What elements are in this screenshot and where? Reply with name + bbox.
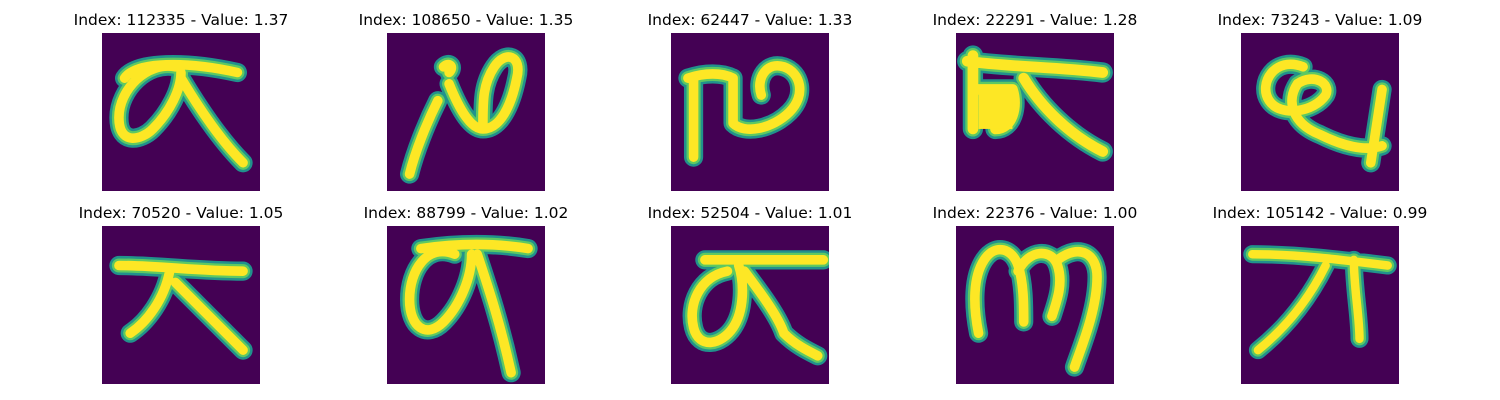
panel-title: Index: 112335 - Value: 1.37 (41, 10, 321, 30)
image-panel-10: Index: 105142 - Value: 0.99 (1230, 203, 1410, 393)
image-panel-5: Index: 73243 - Value: 1.09 (1230, 10, 1410, 200)
panel-title: Index: 88799 - Value: 1.02 (326, 203, 606, 223)
glyph-image (1241, 226, 1399, 384)
glyph-image (671, 226, 829, 384)
glyph-image (102, 226, 260, 384)
panel-title: Index: 105142 - Value: 0.99 (1180, 203, 1460, 223)
image-panel-4: Index: 22291 - Value: 1.28 (945, 10, 1125, 200)
image-panel-9: Index: 22376 - Value: 1.00 (945, 203, 1125, 393)
image-panel-2: Index: 108650 - Value: 1.35 (376, 10, 556, 200)
image-panel-8: Index: 52504 - Value: 1.01 (660, 203, 840, 393)
panel-title: Index: 22376 - Value: 1.00 (895, 203, 1175, 223)
glyph-image (671, 33, 829, 191)
image-panel-7: Index: 88799 - Value: 1.02 (376, 203, 556, 393)
panel-title: Index: 73243 - Value: 1.09 (1180, 10, 1460, 30)
panel-title: Index: 108650 - Value: 1.35 (326, 10, 606, 30)
glyph-image (956, 33, 1114, 191)
glyph-image (956, 226, 1114, 384)
panel-title: Index: 70520 - Value: 1.05 (41, 203, 321, 223)
panel-title: Index: 22291 - Value: 1.28 (895, 10, 1175, 30)
image-panel-1: Index: 112335 - Value: 1.37 (91, 10, 271, 200)
panel-title: Index: 62447 - Value: 1.33 (610, 10, 890, 30)
panel-title: Index: 52504 - Value: 1.01 (610, 203, 890, 223)
image-panel-6: Index: 70520 - Value: 1.05 (91, 203, 271, 393)
glyph-image (387, 226, 545, 384)
glyph-image (102, 33, 260, 191)
glyph-image (1241, 33, 1399, 191)
image-panel-3: Index: 62447 - Value: 1.33 (660, 10, 840, 200)
glyph-image (387, 33, 545, 191)
